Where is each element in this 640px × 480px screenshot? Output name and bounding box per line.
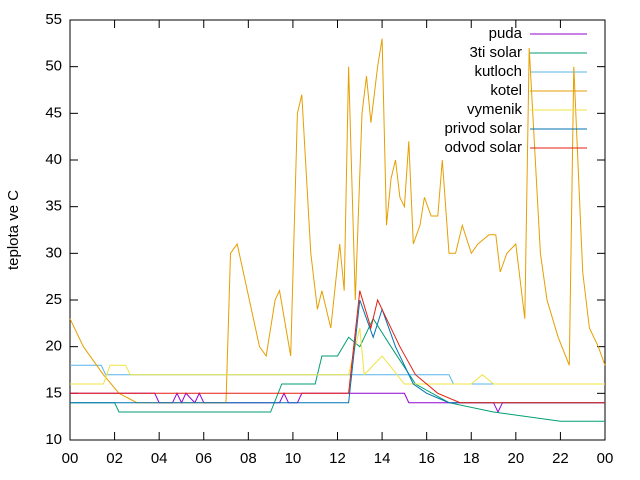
y-tick-label: 50 bbox=[45, 58, 62, 75]
series-line bbox=[70, 327, 605, 385]
x-tick-label: 16 bbox=[418, 450, 435, 467]
legend-label: 3ti solar bbox=[469, 44, 522, 61]
x-tick-label: 08 bbox=[240, 450, 257, 467]
y-tick-label: 25 bbox=[45, 291, 62, 308]
y-tick-label: 15 bbox=[45, 384, 62, 401]
x-tick-label: 20 bbox=[507, 450, 524, 467]
legend-label: odvod solar bbox=[444, 139, 522, 156]
x-tick-label: 06 bbox=[195, 450, 212, 467]
series-line bbox=[70, 317, 605, 422]
y-tick-label: 10 bbox=[45, 431, 62, 448]
y-tick-label: 45 bbox=[45, 104, 62, 121]
legend-label: privod solar bbox=[444, 120, 522, 137]
x-tick-label: 10 bbox=[285, 450, 302, 467]
legend-label: kotel bbox=[490, 82, 522, 99]
x-tick-label: 04 bbox=[151, 450, 168, 467]
x-tick-label: 18 bbox=[463, 450, 480, 467]
legend-label: vymenik bbox=[467, 101, 523, 118]
series-line bbox=[70, 299, 605, 404]
y-axis-label: teplota ve C bbox=[5, 190, 22, 270]
series-line bbox=[69, 38, 606, 404]
y-tick-label: 20 bbox=[45, 338, 62, 355]
y-tick-label: 35 bbox=[45, 198, 62, 215]
y-tick-label: 55 bbox=[45, 11, 62, 28]
x-tick-label: 12 bbox=[329, 450, 346, 467]
legend-label: puda bbox=[489, 25, 523, 42]
legend-label: kutloch bbox=[474, 63, 522, 80]
series-line bbox=[70, 290, 605, 404]
x-tick-label: 00 bbox=[62, 450, 79, 467]
plot-border bbox=[69, 19, 606, 441]
x-tick-label: 02 bbox=[106, 450, 123, 467]
y-tick-label: 40 bbox=[45, 151, 62, 168]
x-tick-label: 22 bbox=[552, 450, 569, 467]
x-tick-label: 14 bbox=[374, 450, 391, 467]
x-tick-label: 00 bbox=[597, 450, 614, 467]
y-tick-label: 30 bbox=[45, 244, 62, 261]
